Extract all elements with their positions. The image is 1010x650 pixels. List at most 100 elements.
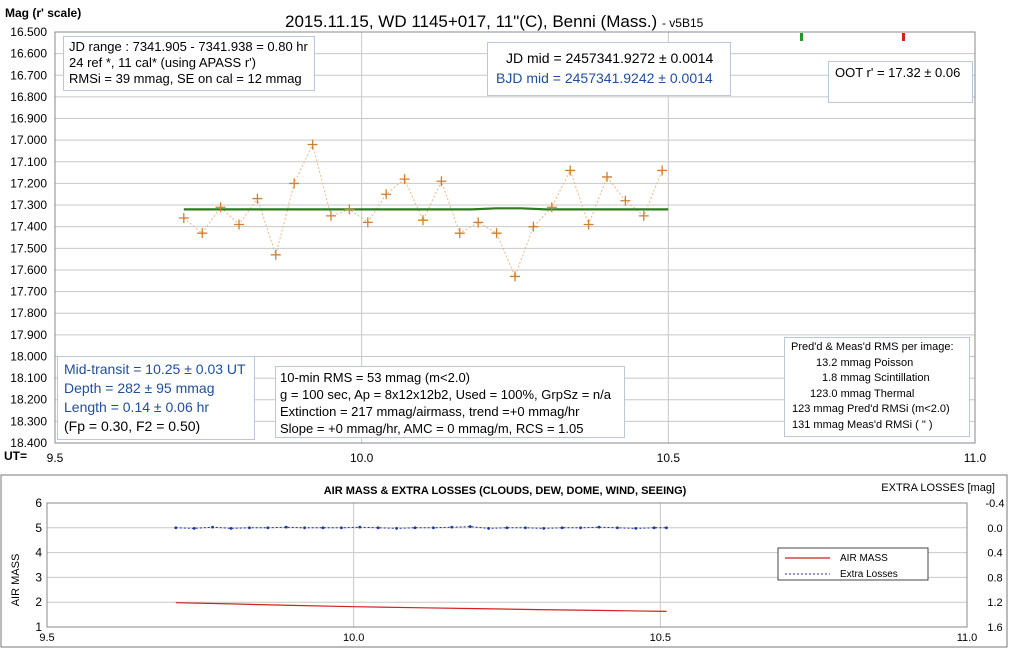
extra-losses-tick-label: -0.4 [986, 498, 1005, 510]
extra-losses-point [665, 526, 668, 530]
y-tick-label: 17.300 [10, 198, 47, 212]
data-connector-line [183, 143, 663, 278]
exposure-params: g = 100 sec, Ap = 8x12x12b2, Used = 100%… [280, 387, 611, 402]
data-point [657, 165, 668, 176]
title-text: 2015.11.15, WD 1145+017, 11"(C), Benni (… [285, 12, 658, 31]
rms-box-title: Pred'd & Meas'd RMS per image: [791, 341, 954, 353]
rms-predicted: 123 mmag Pred'd RMSi (m<2.0) [792, 403, 950, 415]
rms-stats-box: 10-min RMS = 53 mmag (m<2.0) g = 100 sec… [275, 366, 625, 438]
rms-thermal: 123.0 mmag Thermal [810, 387, 915, 400]
y-tick-label: 16.600 [10, 47, 47, 61]
bottom-x-tick-label: 11.0 [957, 632, 978, 644]
airmass-line [175, 602, 667, 612]
extra-losses-point [634, 527, 638, 530]
airmass-tick-label: 5 [35, 521, 42, 535]
extra-losses-point [652, 526, 656, 530]
rms-per-image-box: Pred'd & Meas'd RMS per image: 13.2 mmag… [784, 337, 970, 437]
data-point [399, 174, 410, 185]
y-tick-label: 16.500 [10, 25, 47, 39]
data-point [528, 221, 539, 232]
y-tick-label: 18.200 [10, 393, 47, 407]
x-tick-label: 10.5 [657, 451, 681, 465]
extra-losses-tick-label: 0.8 [987, 572, 1002, 584]
data-point [565, 165, 576, 176]
airmass-tick-label: 1 [35, 620, 42, 634]
jd-mid: JD mid = 2457341.9272 ± 0.0014 [506, 50, 714, 66]
oot-start-marker [800, 33, 803, 41]
extra-losses-point [340, 526, 343, 530]
data-point [270, 249, 281, 260]
extra-losses-point [284, 525, 288, 529]
extra-losses-tick-label: 0.4 [987, 548, 1002, 560]
y-tick-label: 17.500 [10, 241, 47, 255]
y-tick-label: 18.100 [10, 371, 47, 385]
legend-airmass: AIR MASS [840, 553, 888, 564]
data-point [178, 213, 189, 224]
extra-losses-point [192, 527, 196, 530]
extra-losses-point [524, 526, 527, 530]
bottom-x-tick-label: 10.5 [650, 632, 671, 644]
y-tick-label: 17.400 [10, 220, 47, 234]
oot-box: OOT r' = 17.32 ± 0.06 [828, 61, 973, 103]
y-tick-label: 17.000 [10, 133, 47, 147]
extra-losses-tick-label: 0.0 [987, 523, 1002, 535]
data-point [289, 178, 300, 189]
data-point [638, 210, 649, 221]
extra-losses-axis-label: EXTRA LOSSES [mag] [881, 482, 995, 494]
extinction: Extinction = 217 mmag/airmass, trend =+0… [280, 404, 580, 419]
oot-end-marker [902, 33, 905, 41]
oot-mag: OOT r' = 17.32 ± 0.06 [835, 65, 961, 80]
extra-losses-point [211, 525, 215, 529]
data-point [252, 193, 263, 204]
extra-losses-point [432, 526, 435, 530]
y-axis-label: Mag (r' scale) [5, 6, 81, 20]
y-tick-label: 18.000 [10, 349, 47, 363]
jd-range-box: JD range : 7341.905 - 7341.938 = 0.80 hr… [63, 36, 315, 91]
extra-losses-point [248, 526, 251, 530]
version-label: - v5B15 [661, 16, 704, 30]
x-tick-label: 9.5 [47, 451, 64, 465]
data-point [546, 202, 557, 213]
extra-losses-point [487, 527, 490, 530]
data-point [583, 219, 594, 230]
airmass-tick-label: 6 [35, 496, 42, 510]
jd-mid-box: JD mid = 2457341.9272 ± 0.0014 BJD mid =… [487, 42, 731, 96]
bjd-mid: BJD mid = 2457341.9242 ± 0.0014 [496, 70, 713, 86]
x-tick-label: 11.0 [964, 451, 987, 465]
extra-losses-line [175, 526, 667, 529]
data-point [491, 228, 502, 239]
x-tick-label: 10.0 [350, 451, 374, 465]
rms-measured: 131 mmag Meas'd RMSi ( " ) [792, 418, 933, 431]
bottom-legend: AIR MASS Extra Losses [777, 547, 929, 581]
rmsi-value: RMSi = 39 mmag, SE on cal = 12 mmag [69, 71, 302, 86]
extra-losses-point [358, 525, 362, 529]
data-point [510, 271, 520, 282]
bottom-chart-title: AIR MASS & EXTRA LOSSES (CLOUDS, DEW, DO… [324, 485, 687, 497]
fp-f2: (Fp = 0.30, F2 = 0.50) [64, 418, 201, 434]
data-point [307, 139, 318, 150]
rms-poisson: 13.2 mmag Poisson [816, 356, 914, 369]
airmass-tick-label: 3 [35, 570, 42, 584]
extra-losses-point [542, 527, 546, 530]
extra-losses-point [174, 526, 178, 530]
extra-losses-point [395, 527, 398, 530]
bottom-x-tick-label: 9.5 [39, 632, 54, 644]
y-tick-label: 18.300 [10, 414, 47, 428]
data-point [602, 171, 612, 182]
y-tick-label: 17.100 [10, 155, 47, 169]
extra-losses-point [616, 526, 619, 530]
extra-losses-point [505, 526, 509, 530]
data-point [215, 202, 226, 213]
jd-range: JD range : 7341.905 - 7341.938 = 0.80 hr [69, 39, 308, 54]
ten-min-rms: 10-min RMS = 53 mmag (m<2.0) [280, 370, 471, 385]
data-point [362, 217, 373, 228]
extra-losses-point [579, 526, 582, 530]
data-point [620, 195, 631, 206]
chart-title: 2015.11.15, WD 1145+017, 11"(C), Benni (… [285, 12, 703, 32]
extra-losses-point [560, 526, 564, 530]
y-tick-label: 18.400 [10, 436, 47, 450]
data-point [344, 204, 355, 215]
extra-losses-point [229, 527, 233, 530]
y-tick-label: 16.800 [10, 90, 47, 104]
